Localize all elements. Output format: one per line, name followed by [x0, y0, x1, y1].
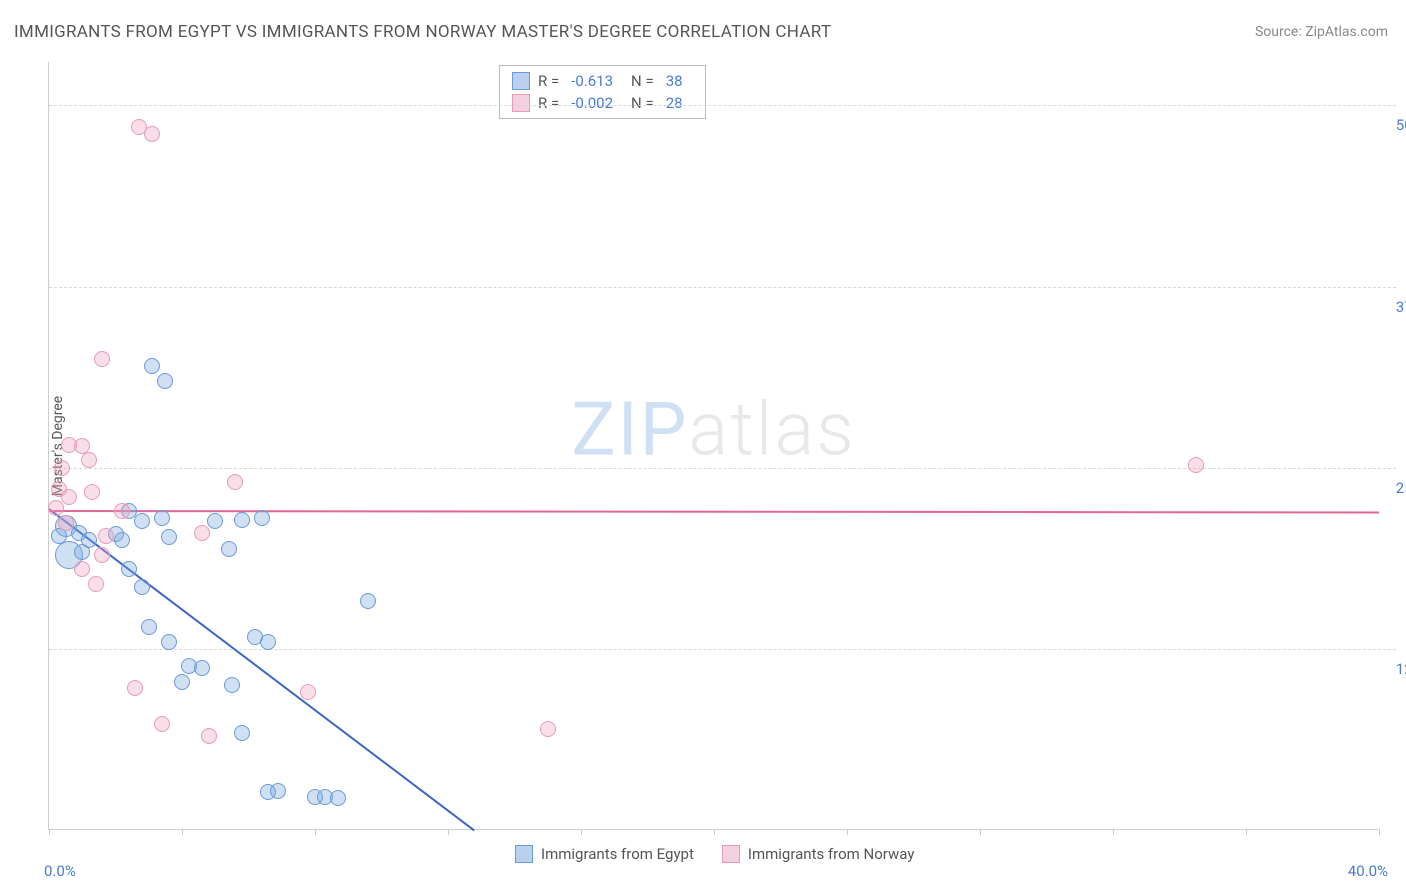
legend-swatch — [515, 845, 533, 863]
stat-r-value: -0.002 — [571, 92, 613, 114]
data-point — [88, 576, 104, 592]
data-point — [144, 358, 160, 374]
trend-line — [49, 510, 1379, 513]
data-point — [234, 725, 250, 741]
data-point — [1188, 457, 1204, 473]
data-point — [360, 593, 376, 609]
data-point — [127, 680, 143, 696]
data-point — [161, 634, 177, 650]
data-point — [201, 728, 217, 744]
x-tick — [980, 829, 981, 835]
x-tick — [1113, 829, 1114, 835]
data-point — [74, 561, 90, 577]
data-point — [254, 510, 270, 526]
data-point — [134, 579, 150, 595]
y-tick-label: 50.0% — [1396, 116, 1406, 134]
data-point — [134, 513, 150, 529]
data-point — [84, 484, 100, 500]
data-point — [154, 716, 170, 732]
stat-r-label: R = — [538, 70, 559, 92]
data-point — [74, 544, 90, 560]
stats-legend-row: R = -0.613 N = 38 — [512, 70, 693, 92]
data-point — [540, 721, 556, 737]
gridline — [49, 649, 1396, 650]
data-point — [207, 513, 223, 529]
data-point — [121, 561, 137, 577]
legend-swatch — [512, 72, 530, 90]
y-tick-label: 25.0% — [1396, 479, 1406, 497]
stat-r-label: R = — [538, 92, 559, 114]
x-axis-min-label: 0.0% — [44, 862, 76, 880]
stat-n-label: N = — [631, 92, 654, 114]
x-tick — [1246, 829, 1247, 835]
data-point — [234, 512, 250, 528]
stat-n-label: N = — [631, 70, 654, 92]
chart-plot-area: ZIPatlas R =-0.613N =38R =-0.002N =28 Im… — [48, 62, 1378, 830]
watermark-atlas: atlas — [688, 387, 855, 474]
data-point — [227, 474, 243, 490]
data-point — [98, 528, 114, 544]
x-tick — [1379, 829, 1380, 835]
data-point — [260, 634, 276, 650]
stat-n-value: 38 — [666, 70, 683, 92]
x-tick — [49, 829, 50, 835]
x-tick — [847, 829, 848, 835]
x-tick — [448, 829, 449, 835]
data-point — [114, 532, 130, 548]
x-tick — [315, 829, 316, 835]
x-tick — [581, 829, 582, 835]
series-legend-label: Immigrants from Egypt — [541, 845, 694, 863]
chart-title: IMMIGRANTS FROM EGYPT VS IMMIGRANTS FROM… — [14, 22, 831, 42]
data-point — [94, 351, 110, 367]
data-point — [144, 126, 160, 142]
data-point — [114, 503, 130, 519]
data-point — [330, 790, 346, 806]
data-point — [300, 684, 316, 700]
data-point — [48, 500, 64, 516]
data-point — [54, 460, 70, 476]
stats-legend: R = -0.613 N = 38 R = -0.002 N = 28 — [499, 65, 706, 119]
data-point — [270, 783, 286, 799]
data-point — [157, 373, 173, 389]
series-legend-label: Immigrants from Norway — [748, 845, 915, 863]
x-axis-max-label: 40.0% — [1348, 862, 1388, 880]
data-point — [224, 677, 240, 693]
watermark: ZIPatlas — [571, 387, 855, 474]
data-point — [174, 674, 190, 690]
data-point — [194, 660, 210, 676]
data-point — [141, 619, 157, 635]
gridline — [49, 287, 1396, 288]
data-point — [161, 529, 177, 545]
series-legend-item: Immigrants from Egypt — [515, 845, 694, 863]
data-point — [58, 515, 74, 531]
x-tick — [182, 829, 183, 835]
stats-legend-row: R = -0.002 N = 28 — [512, 92, 693, 114]
legend-swatch — [722, 845, 740, 863]
data-point — [221, 541, 237, 557]
watermark-zip: ZIP — [571, 387, 688, 474]
source-attribution: Source: ZipAtlas.com — [1255, 24, 1388, 40]
data-point — [81, 452, 97, 468]
stat-r-value: -0.613 — [571, 70, 613, 92]
stat-n-value: 28 — [666, 92, 683, 114]
x-tick — [714, 829, 715, 835]
data-point — [94, 547, 110, 563]
data-point — [194, 525, 210, 541]
data-point — [154, 510, 170, 526]
series-legend: Immigrants from Egypt Immigrants from Nor… — [515, 845, 914, 863]
data-point — [61, 489, 77, 505]
gridline — [49, 105, 1396, 106]
y-tick-label: 37.5% — [1396, 298, 1406, 316]
series-legend-item: Immigrants from Norway — [722, 845, 915, 863]
legend-swatch — [512, 94, 530, 112]
y-tick-label: 12.5% — [1396, 660, 1406, 678]
trend-line — [48, 508, 475, 831]
